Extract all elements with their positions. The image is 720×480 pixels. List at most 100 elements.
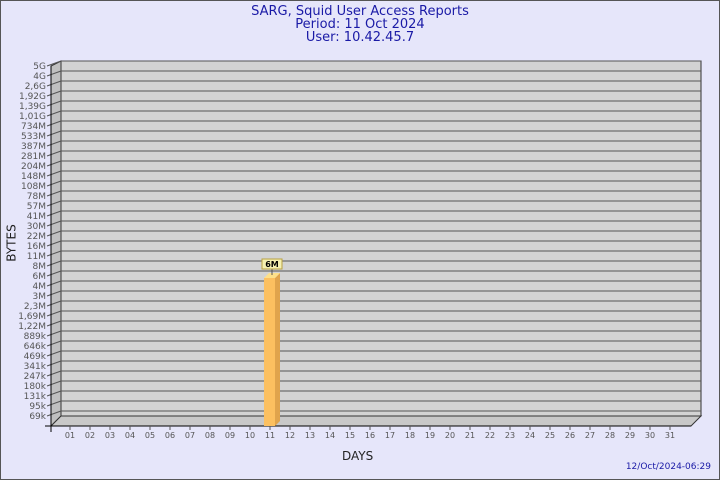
y-tick-label: 108M bbox=[21, 182, 46, 192]
y-tick-label: 180k bbox=[24, 382, 47, 392]
y-tick bbox=[46, 400, 62, 407]
x-tick-label: 29 bbox=[625, 431, 635, 440]
chart-title: SARG, Squid User Access Reports bbox=[251, 4, 469, 19]
y-tick bbox=[46, 330, 62, 337]
y-tick-label: 4M bbox=[33, 282, 47, 292]
y-tick bbox=[46, 200, 62, 207]
y-tick bbox=[46, 220, 62, 227]
y-tick-label: 16M bbox=[27, 242, 46, 252]
chart-user: User: 10.42.45.7 bbox=[305, 30, 415, 45]
y-tick-label: 78M bbox=[27, 192, 46, 202]
y-tick-label: 1,92G bbox=[19, 92, 46, 102]
y-tick bbox=[46, 360, 62, 367]
y-tick bbox=[46, 150, 62, 157]
y-tick-label: 6M bbox=[33, 272, 47, 282]
y-tick bbox=[46, 320, 62, 327]
x-tick-label: 25 bbox=[545, 431, 555, 440]
y-tick-label: 95k bbox=[29, 402, 46, 412]
x-tick-label: 07 bbox=[185, 431, 195, 440]
y-tick bbox=[46, 410, 62, 417]
chart-period: Period: 11 Oct 2024 bbox=[295, 17, 425, 32]
y-tick bbox=[46, 170, 62, 177]
y-tick bbox=[46, 390, 62, 397]
data-label: 6M bbox=[265, 260, 279, 269]
y-tick bbox=[46, 80, 62, 87]
x-tick-label: 04 bbox=[125, 431, 135, 440]
x-tick-label: 12 bbox=[285, 431, 295, 440]
y-tick-label: 247k bbox=[24, 372, 47, 382]
y-tick bbox=[46, 180, 62, 187]
y-axis-label: BYTES bbox=[4, 224, 19, 262]
x-axis-label: DAYS bbox=[342, 449, 374, 463]
y-tick-label: 11M bbox=[27, 252, 46, 262]
y-tick-label: 1,22M bbox=[18, 322, 46, 332]
y-tick-label: 1,01G bbox=[19, 112, 46, 122]
y-tick-label: 281M bbox=[21, 152, 46, 162]
x-tick-label: 27 bbox=[585, 431, 595, 440]
y-tick-label: 22M bbox=[27, 232, 46, 242]
x-tick-label: 13 bbox=[305, 431, 315, 440]
x-tick-label: 22 bbox=[485, 431, 495, 440]
y-tick-label: 4G bbox=[33, 72, 46, 82]
y-tick bbox=[46, 130, 62, 137]
y-tick bbox=[46, 250, 62, 257]
x-tick-label: 03 bbox=[105, 431, 115, 440]
y-tick bbox=[46, 340, 62, 347]
bar-top bbox=[264, 273, 280, 278]
y-tick bbox=[46, 300, 62, 307]
y-tick-label: 3M bbox=[33, 292, 47, 302]
y-tick-label: 2,6G bbox=[25, 82, 46, 92]
y-tick-label: 5G bbox=[33, 62, 46, 72]
x-tick-label: 23 bbox=[505, 431, 515, 440]
y-tick bbox=[46, 270, 62, 277]
back-wall bbox=[60, 60, 702, 417]
y-tick bbox=[46, 240, 62, 247]
y-tick-label: 469k bbox=[24, 352, 47, 362]
x-tick-label: 09 bbox=[225, 431, 235, 440]
y-tick-label: 734M bbox=[21, 122, 46, 132]
x-tick-label: 30 bbox=[645, 431, 655, 440]
y-tick-label: 341k bbox=[24, 362, 47, 372]
x-tick-label: 05 bbox=[145, 431, 155, 440]
y-tick bbox=[46, 210, 62, 217]
y-tick bbox=[46, 310, 62, 317]
y-tick bbox=[46, 160, 62, 167]
y-tick-label: 1,39G bbox=[19, 102, 46, 112]
x-tick-label: 19 bbox=[425, 431, 435, 440]
y-tick-label: 57M bbox=[27, 202, 46, 212]
x-tick-label: 16 bbox=[365, 431, 375, 440]
timestamp: 12/Oct/2024-06:29 bbox=[625, 462, 711, 472]
y-tick bbox=[46, 140, 62, 147]
y-tick-label: 8M bbox=[33, 262, 47, 272]
y-tick bbox=[46, 260, 62, 267]
x-tick-label: 11 bbox=[265, 431, 275, 440]
y-tick bbox=[46, 70, 62, 77]
y-tick bbox=[46, 350, 62, 357]
x-tick-label: 08 bbox=[205, 431, 215, 440]
y-tick-label: 148M bbox=[21, 172, 46, 182]
y-tick-label: 30M bbox=[27, 222, 46, 232]
x-tick-label: 24 bbox=[525, 431, 535, 440]
x-tick-label: 26 bbox=[565, 431, 575, 440]
data-label-box bbox=[261, 258, 283, 270]
y-tick bbox=[46, 100, 62, 107]
x-tick-label: 15 bbox=[345, 431, 355, 440]
x-tick-label: 02 bbox=[85, 431, 95, 440]
y-tick-label: 69k bbox=[29, 412, 46, 422]
y-tick-label: 131k bbox=[24, 392, 47, 402]
x-tick-label: 18 bbox=[405, 431, 415, 440]
y-tick-label: 2,3M bbox=[24, 302, 46, 312]
y-tick-label: 533M bbox=[21, 132, 46, 142]
y-tick bbox=[46, 110, 62, 117]
x-tick-label: 10 bbox=[245, 431, 255, 440]
x-tick-label: 17 bbox=[385, 431, 395, 440]
y-tick bbox=[46, 190, 62, 197]
y-tick-label: 204M bbox=[21, 162, 46, 172]
x-tick-label: 28 bbox=[605, 431, 615, 440]
x-tick-label: 14 bbox=[325, 431, 335, 440]
x-tick-label: 31 bbox=[665, 431, 675, 440]
x-tick-label: 21 bbox=[465, 431, 475, 440]
floor bbox=[49, 415, 703, 427]
